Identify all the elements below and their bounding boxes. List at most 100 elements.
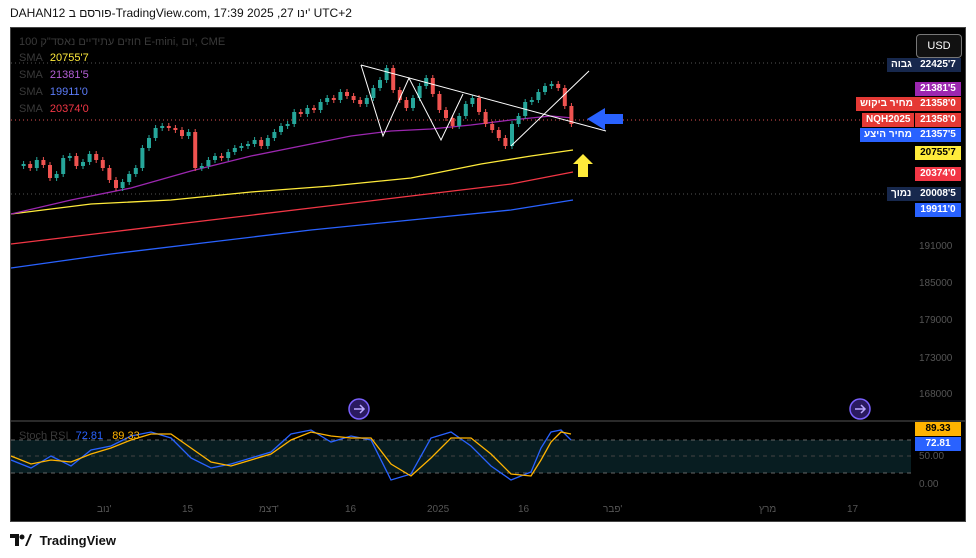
sma-label: SMA xyxy=(19,52,43,64)
candle xyxy=(272,132,277,138)
candle xyxy=(133,168,138,174)
candle xyxy=(186,132,191,136)
chart-panel[interactable]: 100 חוזים עתידיים נאסד"ק E-mini, יום, CM… xyxy=(10,27,966,522)
sma-purple-line xyxy=(11,115,574,215)
candle xyxy=(81,162,85,166)
candle xyxy=(279,126,283,132)
candle xyxy=(450,118,455,126)
candle xyxy=(510,124,514,146)
candle xyxy=(529,100,534,102)
candle xyxy=(239,146,244,148)
stoch-k-value: 72.81 xyxy=(75,430,104,442)
candle xyxy=(127,174,132,182)
candle xyxy=(61,158,66,174)
time-tick: פבר' xyxy=(603,504,623,515)
candle xyxy=(226,152,231,158)
candle xyxy=(292,112,297,124)
candle xyxy=(166,126,171,128)
sma-value: 20374'0 xyxy=(49,103,89,115)
candle xyxy=(199,166,204,168)
price-tick: 179000 xyxy=(919,315,953,326)
sma-yellow-price-label: 20755'7 xyxy=(915,146,961,160)
sma-legend-purple: SMA 21381'5 xyxy=(19,69,89,81)
candle xyxy=(391,68,396,90)
candle xyxy=(312,108,316,110)
candle xyxy=(180,130,184,136)
candle xyxy=(114,180,118,188)
sma-value: 21381'5 xyxy=(49,69,89,81)
candle xyxy=(173,128,178,130)
candle xyxy=(424,78,429,86)
candle xyxy=(338,92,343,100)
time-tick: מרץ xyxy=(759,504,777,515)
candle xyxy=(503,138,508,146)
high-price-label: 22425'7 xyxy=(915,58,961,72)
stoch-tick: 50.00 xyxy=(919,451,945,462)
candle xyxy=(100,160,105,168)
time-tick: 16 xyxy=(345,504,357,515)
candle xyxy=(477,98,481,112)
candle xyxy=(569,106,574,124)
candle xyxy=(48,165,52,178)
sma-label: SMA xyxy=(19,103,43,115)
time-tick: 16 xyxy=(518,504,530,515)
high-tag: גבוה xyxy=(887,58,916,72)
currency-button[interactable]: USD xyxy=(916,34,962,58)
candle xyxy=(397,90,402,100)
candle xyxy=(213,156,217,160)
sma-legend-blue: SMA 19911'0 xyxy=(19,86,88,98)
stoch-legend: Stoch RSI 72.81 89.33 xyxy=(19,430,140,442)
candle xyxy=(147,138,151,148)
candle xyxy=(193,132,198,168)
candle xyxy=(549,84,554,86)
candle xyxy=(160,126,165,128)
candle xyxy=(87,154,92,162)
time-tick: 15 xyxy=(182,504,194,515)
candle xyxy=(364,98,369,104)
blue-arrow-icon xyxy=(587,108,623,130)
candle xyxy=(351,96,356,100)
candle xyxy=(437,94,442,110)
candle xyxy=(331,98,336,100)
price-tick: 173000 xyxy=(919,353,953,364)
time-tick: 2025 xyxy=(427,504,450,515)
candle xyxy=(404,100,409,108)
yellow-arrow-icon xyxy=(573,154,593,177)
sma-label: SMA xyxy=(19,69,43,81)
price-tick: 185000 xyxy=(919,278,953,289)
time-tick: 17 xyxy=(847,504,859,515)
symbol-price-label: 21358'0 xyxy=(915,113,961,127)
sma-yellow-line xyxy=(11,149,574,215)
candle xyxy=(483,112,488,124)
stoch-d-line xyxy=(11,431,572,477)
candle xyxy=(107,168,112,180)
candlestick-chart[interactable] xyxy=(11,28,966,522)
candle xyxy=(430,78,435,94)
time-tick: נוב' xyxy=(97,504,112,515)
candle xyxy=(325,98,330,102)
candle xyxy=(516,116,521,124)
sma-label: SMA xyxy=(19,86,43,98)
window-title: DAHAN12 פורסם ב-TradingView.com, 17:39 2… xyxy=(0,0,976,27)
low-price-label: 20008'5 xyxy=(915,187,961,201)
candle xyxy=(41,160,46,165)
bid-price-label: 21358'0 xyxy=(915,97,961,111)
sma-blue-price-label: 19911'0 xyxy=(915,203,961,217)
candle xyxy=(556,84,561,88)
brand-name: TradingView xyxy=(39,533,116,548)
time-tick: דצמ' xyxy=(259,504,279,515)
tradingview-footer[interactable]: TradingView xyxy=(10,528,116,554)
candle xyxy=(417,86,422,98)
candle xyxy=(345,92,349,96)
candle xyxy=(358,100,363,104)
candle xyxy=(536,92,541,100)
candle xyxy=(252,140,257,144)
candle xyxy=(34,160,39,168)
candle xyxy=(219,156,224,158)
candle xyxy=(120,182,125,188)
candle xyxy=(371,88,376,98)
candle xyxy=(318,102,323,110)
candle xyxy=(28,164,33,168)
low-tag: נמוך xyxy=(887,187,916,201)
candle xyxy=(74,156,79,166)
